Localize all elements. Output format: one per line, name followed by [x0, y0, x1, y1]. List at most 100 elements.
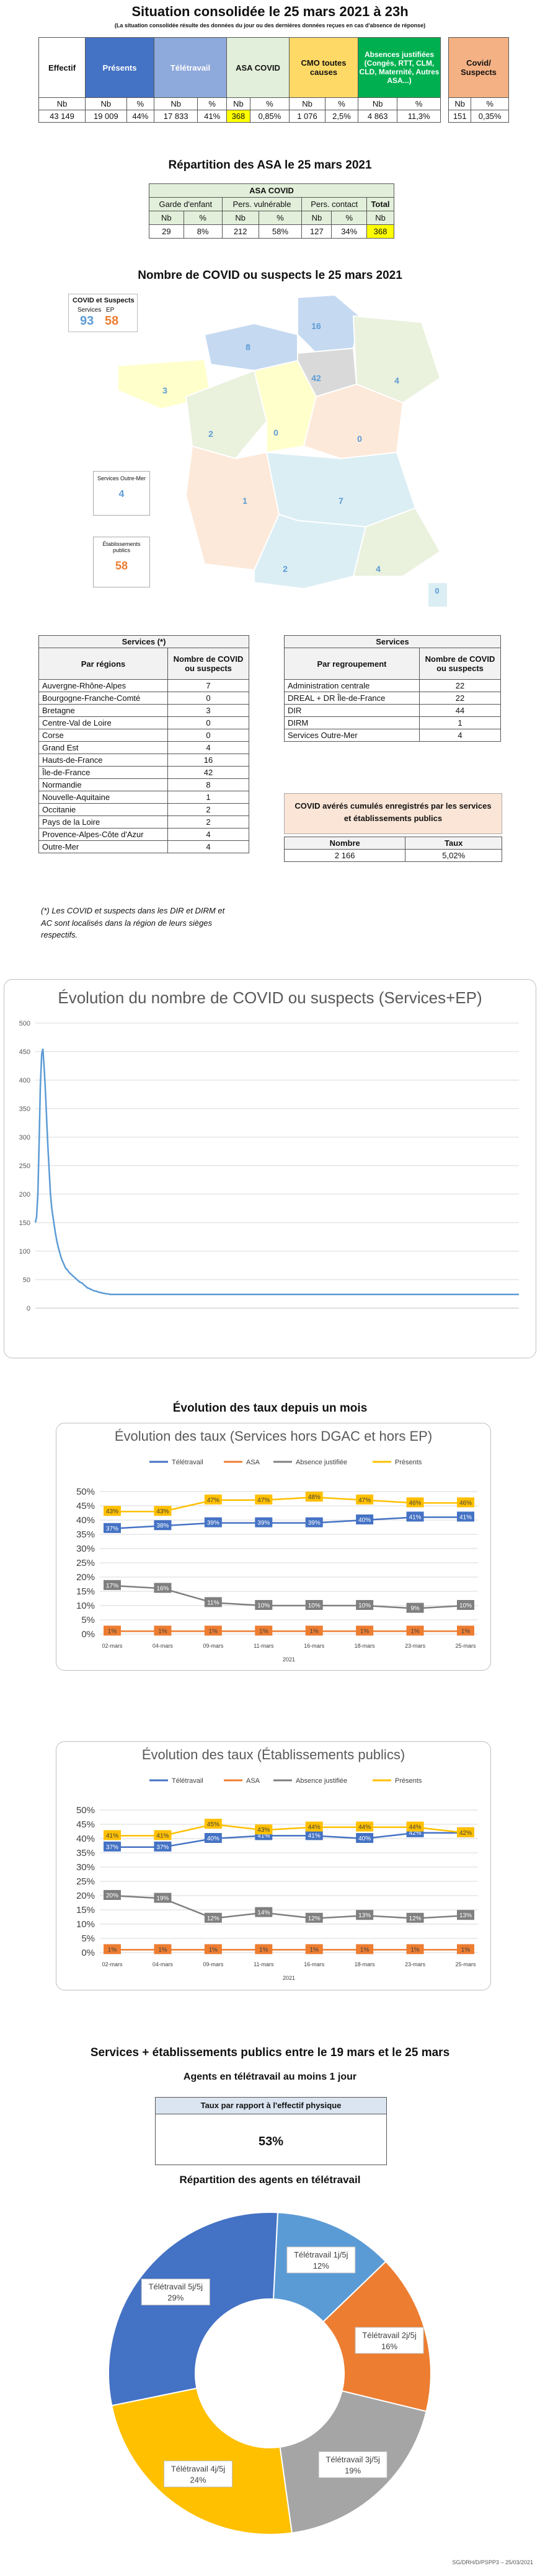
y-tick-label: 5% — [81, 1933, 95, 1944]
asa-group-header: Pers. contact — [301, 197, 368, 211]
asa-group-header: Pers. vulnérable — [221, 197, 303, 211]
table-row-label: Outre-Mer — [38, 840, 168, 853]
y-tick-label: 45% — [76, 1819, 95, 1830]
donut-label-name: Télétravail 2j/5j — [362, 2331, 417, 2340]
chart3-svg: Télétravail ASA Absence justifiée Présents 0… — [76, 1777, 478, 1981]
asa-subheader: % — [331, 211, 368, 225]
x-tick-label: 16-mars — [304, 1961, 325, 1967]
chart2-svg: Télétravail ASA Absence justifiée Présents 0… — [76, 1459, 478, 1663]
data-label-box — [406, 1912, 424, 1923]
table-row-value: 2 — [167, 815, 249, 829]
services-groups-title: Services — [284, 635, 501, 648]
asa-group-header: Garde d'enfant — [149, 197, 223, 211]
data-label: 1% — [309, 1946, 319, 1953]
data-label-box — [255, 1600, 273, 1610]
asa-value: 34% — [331, 224, 368, 239]
data-label-box — [204, 1625, 222, 1636]
data-label: 41% — [459, 1514, 472, 1521]
value-teletravail-nb: 17 833 — [153, 110, 198, 123]
y-tick-label: 10% — [76, 1919, 95, 1930]
table-row-value: 4 — [167, 840, 249, 853]
region-pays-de-la-loire — [185, 369, 268, 460]
value-absences-nb: 4 863 — [357, 110, 398, 123]
subheader-cell: % — [471, 97, 509, 110]
data-label: 37% — [156, 1844, 169, 1851]
rates-ep-chart: Évolution des taux (Établissements publi… — [56, 1741, 491, 1990]
y-tick-label: 30% — [76, 1544, 95, 1554]
data-label: 42% — [459, 1830, 472, 1837]
y-tick-label: 10% — [76, 1601, 95, 1611]
data-label-box — [356, 1821, 374, 1832]
data-label: 1% — [259, 1946, 268, 1953]
x-tick-label: 02-mars — [102, 1643, 123, 1649]
data-label-box — [154, 1520, 172, 1531]
y-tick-label: 35% — [76, 1848, 95, 1858]
data-label-box — [356, 1833, 374, 1843]
legend-label: Télétravail — [172, 1777, 203, 1785]
data-label: 47% — [207, 1497, 219, 1504]
donut-label-value: 24% — [190, 2475, 206, 2484]
data-label-box — [457, 1625, 474, 1636]
table-row-label: Pays de la Loire — [38, 815, 168, 829]
data-label-box — [406, 1821, 424, 1832]
data-label: 17% — [106, 1583, 118, 1589]
data-label: 10% — [459, 1602, 472, 1609]
donut-label-value: 16% — [381, 2342, 397, 2351]
services-regions-col1: Par régions — [38, 648, 168, 680]
subheader-cell: Nb — [226, 97, 250, 110]
map-legend-services-label: Services — [77, 307, 102, 314]
data-label-box — [154, 1830, 172, 1840]
data-label-box — [457, 1497, 474, 1508]
y-tick-label: 250 — [19, 1163, 30, 1170]
data-label: 12% — [409, 1915, 422, 1922]
data-label-box — [104, 1580, 121, 1590]
page-subtitle: (La situation consolidée résulte des don… — [114, 22, 426, 29]
asa-subheader: Nb — [221, 211, 259, 225]
value-asa-pct: 0,85% — [249, 110, 290, 123]
covid-evolution-chart: Évolution du nombre de COVID ou suspects… — [4, 979, 536, 1358]
value-presents-pct: 44% — [126, 110, 155, 123]
cumul-taux: 5,02% — [405, 849, 502, 862]
data-label-box — [204, 1833, 222, 1843]
data-label: 42% — [409, 1830, 422, 1837]
y-tick-label: 30% — [76, 1862, 95, 1873]
map-value-centre: 0 — [273, 428, 278, 437]
x-tick-label: 18-mars — [355, 1643, 376, 1649]
donut-chart: Télétravail 1j/5j 12% Télétravail 2j/5j 16%… — [108, 2212, 432, 2535]
data-label-box — [104, 1506, 121, 1516]
data-label-box — [154, 1944, 172, 1954]
asa-value: 8% — [183, 224, 223, 239]
cumul-table: Nombre Taux 2 166 5,02% — [283, 837, 502, 862]
table-row-value: 0 — [167, 692, 249, 705]
data-label: 10% — [308, 1602, 321, 1609]
subheader-cell: % — [397, 97, 441, 110]
data-label-box — [204, 1597, 222, 1607]
data-label-box — [305, 1492, 323, 1502]
data-label: 19% — [156, 1896, 169, 1902]
data-label: 44% — [308, 1824, 321, 1831]
value-absences-pct: 11,3% — [397, 110, 441, 123]
x-axis-label: 2021 — [283, 1656, 295, 1663]
y-tick-label: 100 — [19, 1248, 30, 1255]
data-label: 41% — [106, 1832, 118, 1839]
services-groups-col2: Nombre de COVID ou suspects — [419, 648, 501, 680]
table-row-value: 3 — [167, 704, 249, 717]
donut-label-value: 12% — [313, 2261, 329, 2270]
y-tick-label: 50 — [23, 1277, 30, 1284]
map-legend-services-value: 93 — [80, 314, 94, 328]
cumul-title: COVID avérés cumulés enregistrés par les… — [294, 801, 492, 823]
donut-slice — [108, 2212, 279, 2407]
subheader-cell: Nb — [85, 97, 127, 110]
data-label: 10% — [257, 1602, 270, 1609]
x-tick-label: 25-mars — [455, 1643, 476, 1649]
map-legend-ep-label: EP — [106, 307, 115, 314]
data-label: 47% — [358, 1497, 371, 1504]
legend-label: Télétravail — [172, 1459, 203, 1466]
y-tick-label: 50% — [76, 1805, 95, 1816]
map-dom-value: 4 — [118, 489, 125, 499]
table-row-value: 1 — [167, 791, 249, 804]
y-tick-label: 20% — [76, 1891, 95, 1901]
table-row-label: Nouvelle-Aquitaine — [38, 791, 168, 804]
map-value-corse: 0 — [435, 586, 440, 596]
data-label: 1% — [108, 1946, 117, 1953]
